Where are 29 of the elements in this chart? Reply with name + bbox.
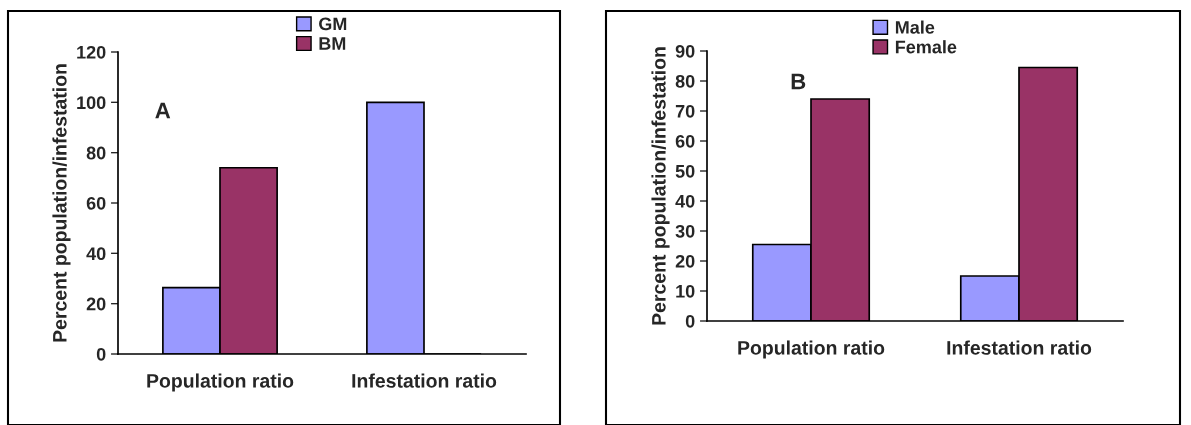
y-tick-label: 40 (86, 247, 106, 261)
legend-label: Male (895, 20, 935, 34)
x-tick-label: Population ratio (147, 373, 294, 392)
y-tick-label: 0 (685, 314, 695, 328)
annotation: A (155, 102, 171, 119)
y-tick-label: 20 (675, 254, 695, 268)
annotation: B (791, 73, 806, 90)
legend-label: GM (319, 17, 347, 31)
x-tick-label: Population ratio (738, 340, 885, 359)
legend-label: BM (319, 37, 346, 50)
y-tick-label: 100 (77, 96, 106, 110)
y-tick-label: 60 (675, 134, 695, 148)
legend-label: Female (895, 40, 957, 54)
y-tick-label: 120 (77, 45, 106, 59)
y-tick-label: 40 (675, 194, 695, 208)
y-tick-label: 50 (675, 164, 695, 178)
y-tick-label: 90 (675, 44, 695, 58)
x-tick-label: Infestation ratio (947, 340, 1092, 355)
y-tick-label: 80 (675, 74, 695, 88)
y-tick-label: 30 (675, 224, 695, 238)
y-tick-label: 80 (86, 146, 106, 160)
y-tick-label: 60 (86, 196, 106, 210)
y-tick-label: 10 (676, 284, 695, 298)
y-axis-title: Percent population/infestation (651, 47, 670, 325)
y-tick-label: 20 (86, 297, 106, 311)
y-axis-title: Percent population/infestation (52, 64, 71, 342)
y-tick-label: 70 (675, 104, 695, 118)
y-tick-label: 0 (96, 347, 106, 361)
x-tick-label: Infestation ratio (352, 373, 497, 388)
